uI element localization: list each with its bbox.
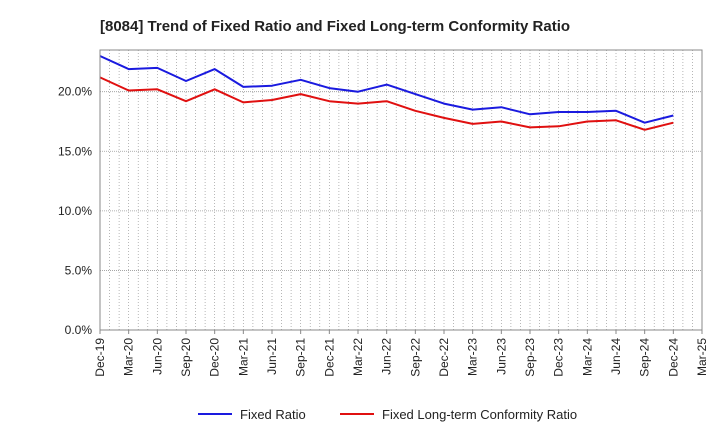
x-tick-label: Sep-23 [523,338,537,377]
legend-label-2: Fixed Long-term Conformity Ratio [382,407,577,422]
series-line-1 [99,55,674,124]
plot-frame [99,49,703,331]
x-tick-label: Jun-24 [609,338,623,375]
x-tick-label: Mar-24 [580,338,594,376]
x-tick-label: Dec-19 [93,338,107,377]
x-tick-label: Dec-24 [666,338,680,377]
y-tick-label: 0.0% [65,323,93,337]
y-tick-label: 10.0% [58,204,92,218]
x-tick-label: Dec-20 [208,338,222,377]
series-line-2 [99,76,674,131]
x-tick-label: Jun-20 [150,338,164,375]
series-lines [99,55,674,131]
x-tick-label: Sep-20 [179,338,193,377]
y-tick-label: 5.0% [65,263,93,277]
chart-title: [8084] Trend of Fixed Ratio and Fixed Lo… [100,18,570,35]
x-tick-label: Sep-21 [294,338,308,377]
x-tick-label: Dec-23 [552,338,566,377]
y-tick-label: 20.0% [58,85,92,99]
y-tick-label: 15.0% [58,144,92,158]
grid [100,50,702,330]
x-tick-label: Jun-21 [265,338,279,375]
x-tick-label: Mar-21 [236,338,250,376]
legend: Fixed Ratio Fixed Long-term Conformity Ra… [198,407,577,422]
y-axis-ticks: 0.0% 5.0% 10.0% 15.0% 20.0% [58,85,92,337]
x-tick-label: Mar-25 [695,338,709,376]
x-tick-label: Mar-22 [351,338,365,376]
x-tick-label: Mar-20 [122,338,136,376]
x-tick-label: Jun-22 [380,338,394,375]
x-tick-label: Sep-22 [408,338,422,377]
x-tick-label: Dec-21 [322,338,336,377]
x-axis-ticks: Dec-19 Mar-20 Jun-20 Sep-20 Dec-20 Mar-21 Jun-… [93,330,709,377]
legend-label-1: Fixed Ratio [240,407,306,422]
x-tick-label: Mar-23 [466,338,480,376]
x-tick-label: Dec-22 [437,338,451,377]
x-tick-label: Sep-24 [638,338,652,377]
x-tick-label: Jun-23 [494,338,508,375]
